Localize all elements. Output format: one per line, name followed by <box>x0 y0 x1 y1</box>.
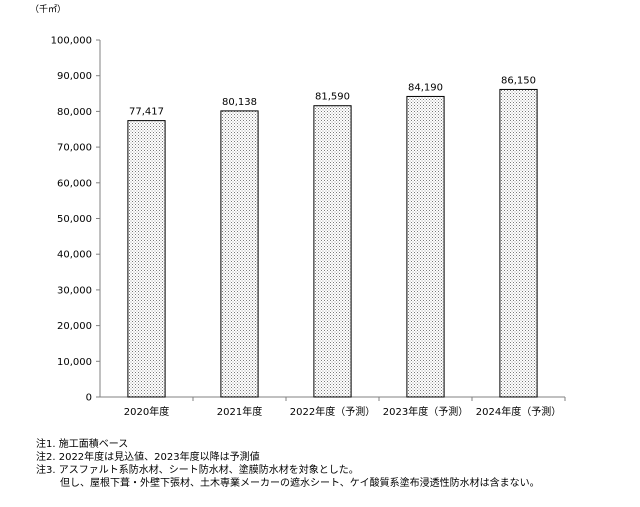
note-3: 注3. アスファルト系防水材、シート防水材、塗膜防水材を対象とした。 <box>36 465 359 476</box>
axes: 0 10,000 20,000 30,000 40,000 50,000 60,000 70,… <box>51 36 566 404</box>
x-tick-label: 2022年度（予測） <box>290 405 375 418</box>
y-tick-label: 90,000 <box>57 71 92 82</box>
x-tick-label: 2021年度 <box>217 405 262 418</box>
unit-label: （千㎡） <box>30 5 67 15</box>
note-1: 注1. 施工面積ベース <box>36 439 129 450</box>
x-tick-label: 2024年度（予測） <box>476 405 561 418</box>
y-tick-label: 60,000 <box>57 178 92 189</box>
data-label: 77,417 <box>129 107 164 118</box>
y-tick-label: 100,000 <box>51 36 92 47</box>
x-tick-label: 2020年度 <box>124 405 169 418</box>
notes: 注1. 施工面積ベース 注2. 2022年度は見込値、2023年度以降は予測値 … <box>36 438 540 490</box>
y-tick-label: 0 <box>86 393 92 404</box>
data-label: 84,190 <box>408 82 443 93</box>
x-tick-label: 2023年度（予測） <box>383 405 468 418</box>
data-label: 86,150 <box>501 75 536 86</box>
y-tick-label: 40,000 <box>57 250 92 261</box>
y-tick-label: 70,000 <box>57 143 92 154</box>
data-label: 81,590 <box>315 92 350 103</box>
bar-chart: 0 10,000 20,000 30,000 40,000 50,000 60,000 70,… <box>51 36 566 418</box>
note-3-continued: 但し、屋根下葺・外壁下張材、土木専業メーカーの遮水シート、ケイ酸質系塗布浸透性防… <box>60 478 540 489</box>
y-tick-label: 50,000 <box>57 214 92 225</box>
bar <box>313 105 352 398</box>
labels: 77,417 2020年度 80,138 2021年度 81,590 2022年度（予測）… <box>124 75 561 418</box>
y-tick-label: 10,000 <box>57 357 92 368</box>
bar <box>499 88 538 398</box>
bar <box>406 95 445 398</box>
y-tick-label: 30,000 <box>57 285 92 296</box>
y-tick-label: 80,000 <box>57 107 92 118</box>
bars <box>127 88 538 398</box>
note-2: 注2. 2022年度は見込値、2023年度以降は予測値 <box>36 452 260 463</box>
y-tick-label: 20,000 <box>57 321 92 332</box>
bar <box>220 110 259 398</box>
data-label: 80,138 <box>222 97 257 108</box>
bar <box>127 120 166 398</box>
